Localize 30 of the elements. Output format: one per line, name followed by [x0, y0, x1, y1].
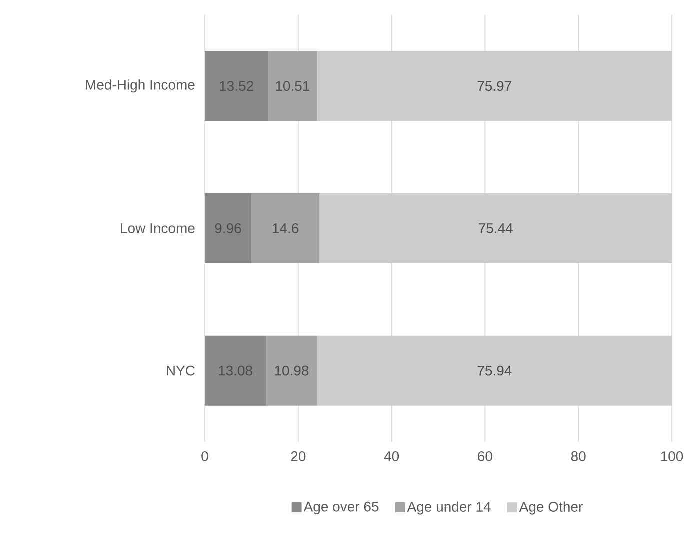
- bar: [317, 336, 672, 406]
- x-tick-label: 60: [478, 452, 492, 462]
- x-tick-label: 100: [661, 452, 684, 462]
- bar: [317, 51, 672, 122]
- x-tick-label: 40: [384, 452, 400, 462]
- data-label: 14.6: [273, 224, 299, 234]
- bar: [252, 193, 320, 264]
- legend-label: Age Other: [519, 502, 583, 515]
- bar: [205, 193, 252, 264]
- bar: [205, 336, 266, 406]
- bar: [205, 51, 268, 122]
- legend-label: Age under 14: [407, 502, 491, 515]
- data-label: 10.98: [275, 366, 309, 376]
- bar: [268, 51, 318, 122]
- data-label: 10.51: [276, 81, 310, 92]
- y-tick-label: Low Income: [121, 224, 195, 234]
- x-tick-label: 0: [202, 452, 208, 462]
- data-label: 13.52: [220, 81, 254, 92]
- y-tick-label: Med-High Income: [86, 80, 195, 93]
- data-label: 75.97: [478, 81, 512, 92]
- bar: [266, 336, 318, 406]
- y-tick-label: NYC: [167, 366, 195, 376]
- bar: [320, 193, 672, 264]
- data-label: 13.08: [219, 366, 252, 376]
- legend-label: Age over 65: [304, 502, 379, 515]
- data-label: 75.44: [479, 224, 513, 234]
- data-label: 75.94: [478, 366, 512, 376]
- data-label: 9.96: [215, 224, 242, 234]
- x-tick-label: 20: [291, 452, 306, 462]
- x-tick-label: 80: [571, 452, 586, 462]
